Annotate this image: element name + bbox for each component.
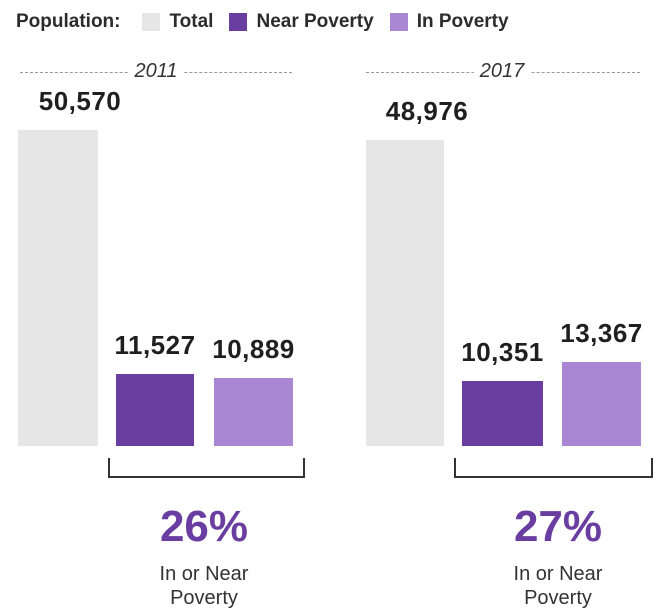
caption-line-1: In or Near <box>513 563 603 585</box>
chart-legend: Population: Total Near Poverty In Povert… <box>16 6 525 38</box>
legend-item-in-poverty: In Poverty <box>389 11 509 33</box>
legend-swatch-total <box>142 13 161 31</box>
caption-line-2: Poverty <box>524 587 592 609</box>
legend-item-near-poverty: Near Poverty <box>229 11 374 33</box>
percent-caption-2017: In or Near Poverty <box>488 562 628 610</box>
percent-in-or-near-poverty-2011: 26% <box>159 502 249 551</box>
poverty-bracket-2017 <box>454 458 653 478</box>
bar-total-2011 <box>18 130 98 446</box>
legend-label-total: Total <box>169 11 214 32</box>
legend-label-near-poverty: Near Poverty <box>256 11 374 32</box>
bar-total-2017 <box>366 139 444 446</box>
bar-in-poverty-2017 <box>562 362 641 446</box>
bar-in-poverty-2011 <box>214 377 293 446</box>
value-label-total-2017: 48,976 <box>385 95 469 126</box>
value-label-near-poverty-2017: 10,351 <box>461 337 544 368</box>
legend-title: Population: <box>16 11 121 32</box>
percent-caption-2011: In or Near Poverty <box>134 562 274 610</box>
bar-near-poverty-2017 <box>462 381 543 446</box>
bar-near-poverty-2011 <box>116 373 194 446</box>
legend-label-in-poverty: In Poverty <box>416 11 509 32</box>
year-label-2017: 2017 <box>473 60 531 83</box>
year-label-2011: 2011 <box>128 60 184 83</box>
poverty-bracket-2011 <box>108 458 305 478</box>
legend-item-total: Total <box>142 11 213 33</box>
caption-line-2: Poverty <box>170 587 238 609</box>
percent-in-or-near-poverty-2017: 27% <box>513 502 603 551</box>
value-label-in-poverty-2011: 10,889 <box>212 333 295 364</box>
legend-swatch-near-poverty <box>229 13 248 31</box>
legend-swatch-in-poverty <box>389 13 408 31</box>
value-label-in-poverty-2017: 13,367 <box>560 318 643 349</box>
caption-line-1: In or Near <box>159 563 249 585</box>
value-label-total-2011: 50,570 <box>38 86 122 116</box>
value-label-near-poverty-2011: 11,527 <box>114 329 196 360</box>
